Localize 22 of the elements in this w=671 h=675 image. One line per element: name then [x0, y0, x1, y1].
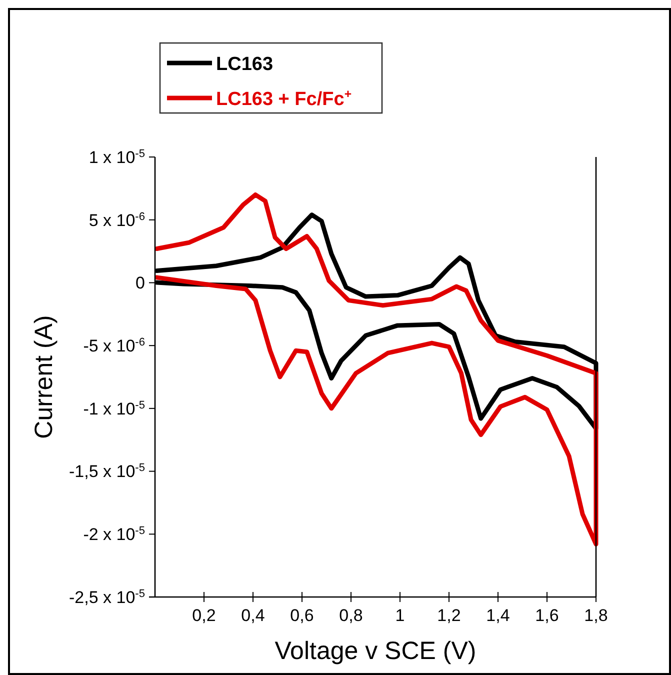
x-tick-label: 1,2	[437, 606, 461, 625]
y-tick-label: 0	[136, 274, 145, 293]
x-tick-label: 1,8	[584, 606, 608, 625]
y-tick-label: 5 x 10$^{-6}$	[88, 210, 145, 230]
x-tick-label: 0,2	[192, 606, 216, 625]
x-tick-label: 0,8	[339, 606, 363, 625]
y-tick-label: -5 x 10$^{-6}$	[83, 336, 145, 356]
y-tick-label: -1 x 10$^{-5}$	[83, 399, 145, 418]
y-tick-label: -2 x 10$^{-5}$	[83, 525, 145, 544]
legend-label: LC163 + Fc/Fc$^{+}$	[216, 87, 352, 110]
x-tick-label: 0,6	[290, 606, 314, 625]
x-tick-label: 1,6	[535, 606, 559, 625]
x-tick-label: 0,4	[241, 606, 265, 625]
y-tick-label: -1,5 x 10$^{-5}$	[69, 462, 145, 482]
x-tick-label: 1	[395, 606, 405, 625]
x-tick-label: 1,4	[486, 606, 510, 625]
legend-label: LC163	[216, 54, 274, 75]
y-axis-title: Current (A)	[30, 315, 58, 439]
y-tick-label: 1 x 10$^{-5}$	[88, 148, 145, 167]
y-tick-label: -2,5 x 10$^{-5}$	[69, 588, 145, 607]
x-axis-title: Voltage v SCE (V)	[274, 637, 476, 665]
line-series	[154, 192, 598, 546]
